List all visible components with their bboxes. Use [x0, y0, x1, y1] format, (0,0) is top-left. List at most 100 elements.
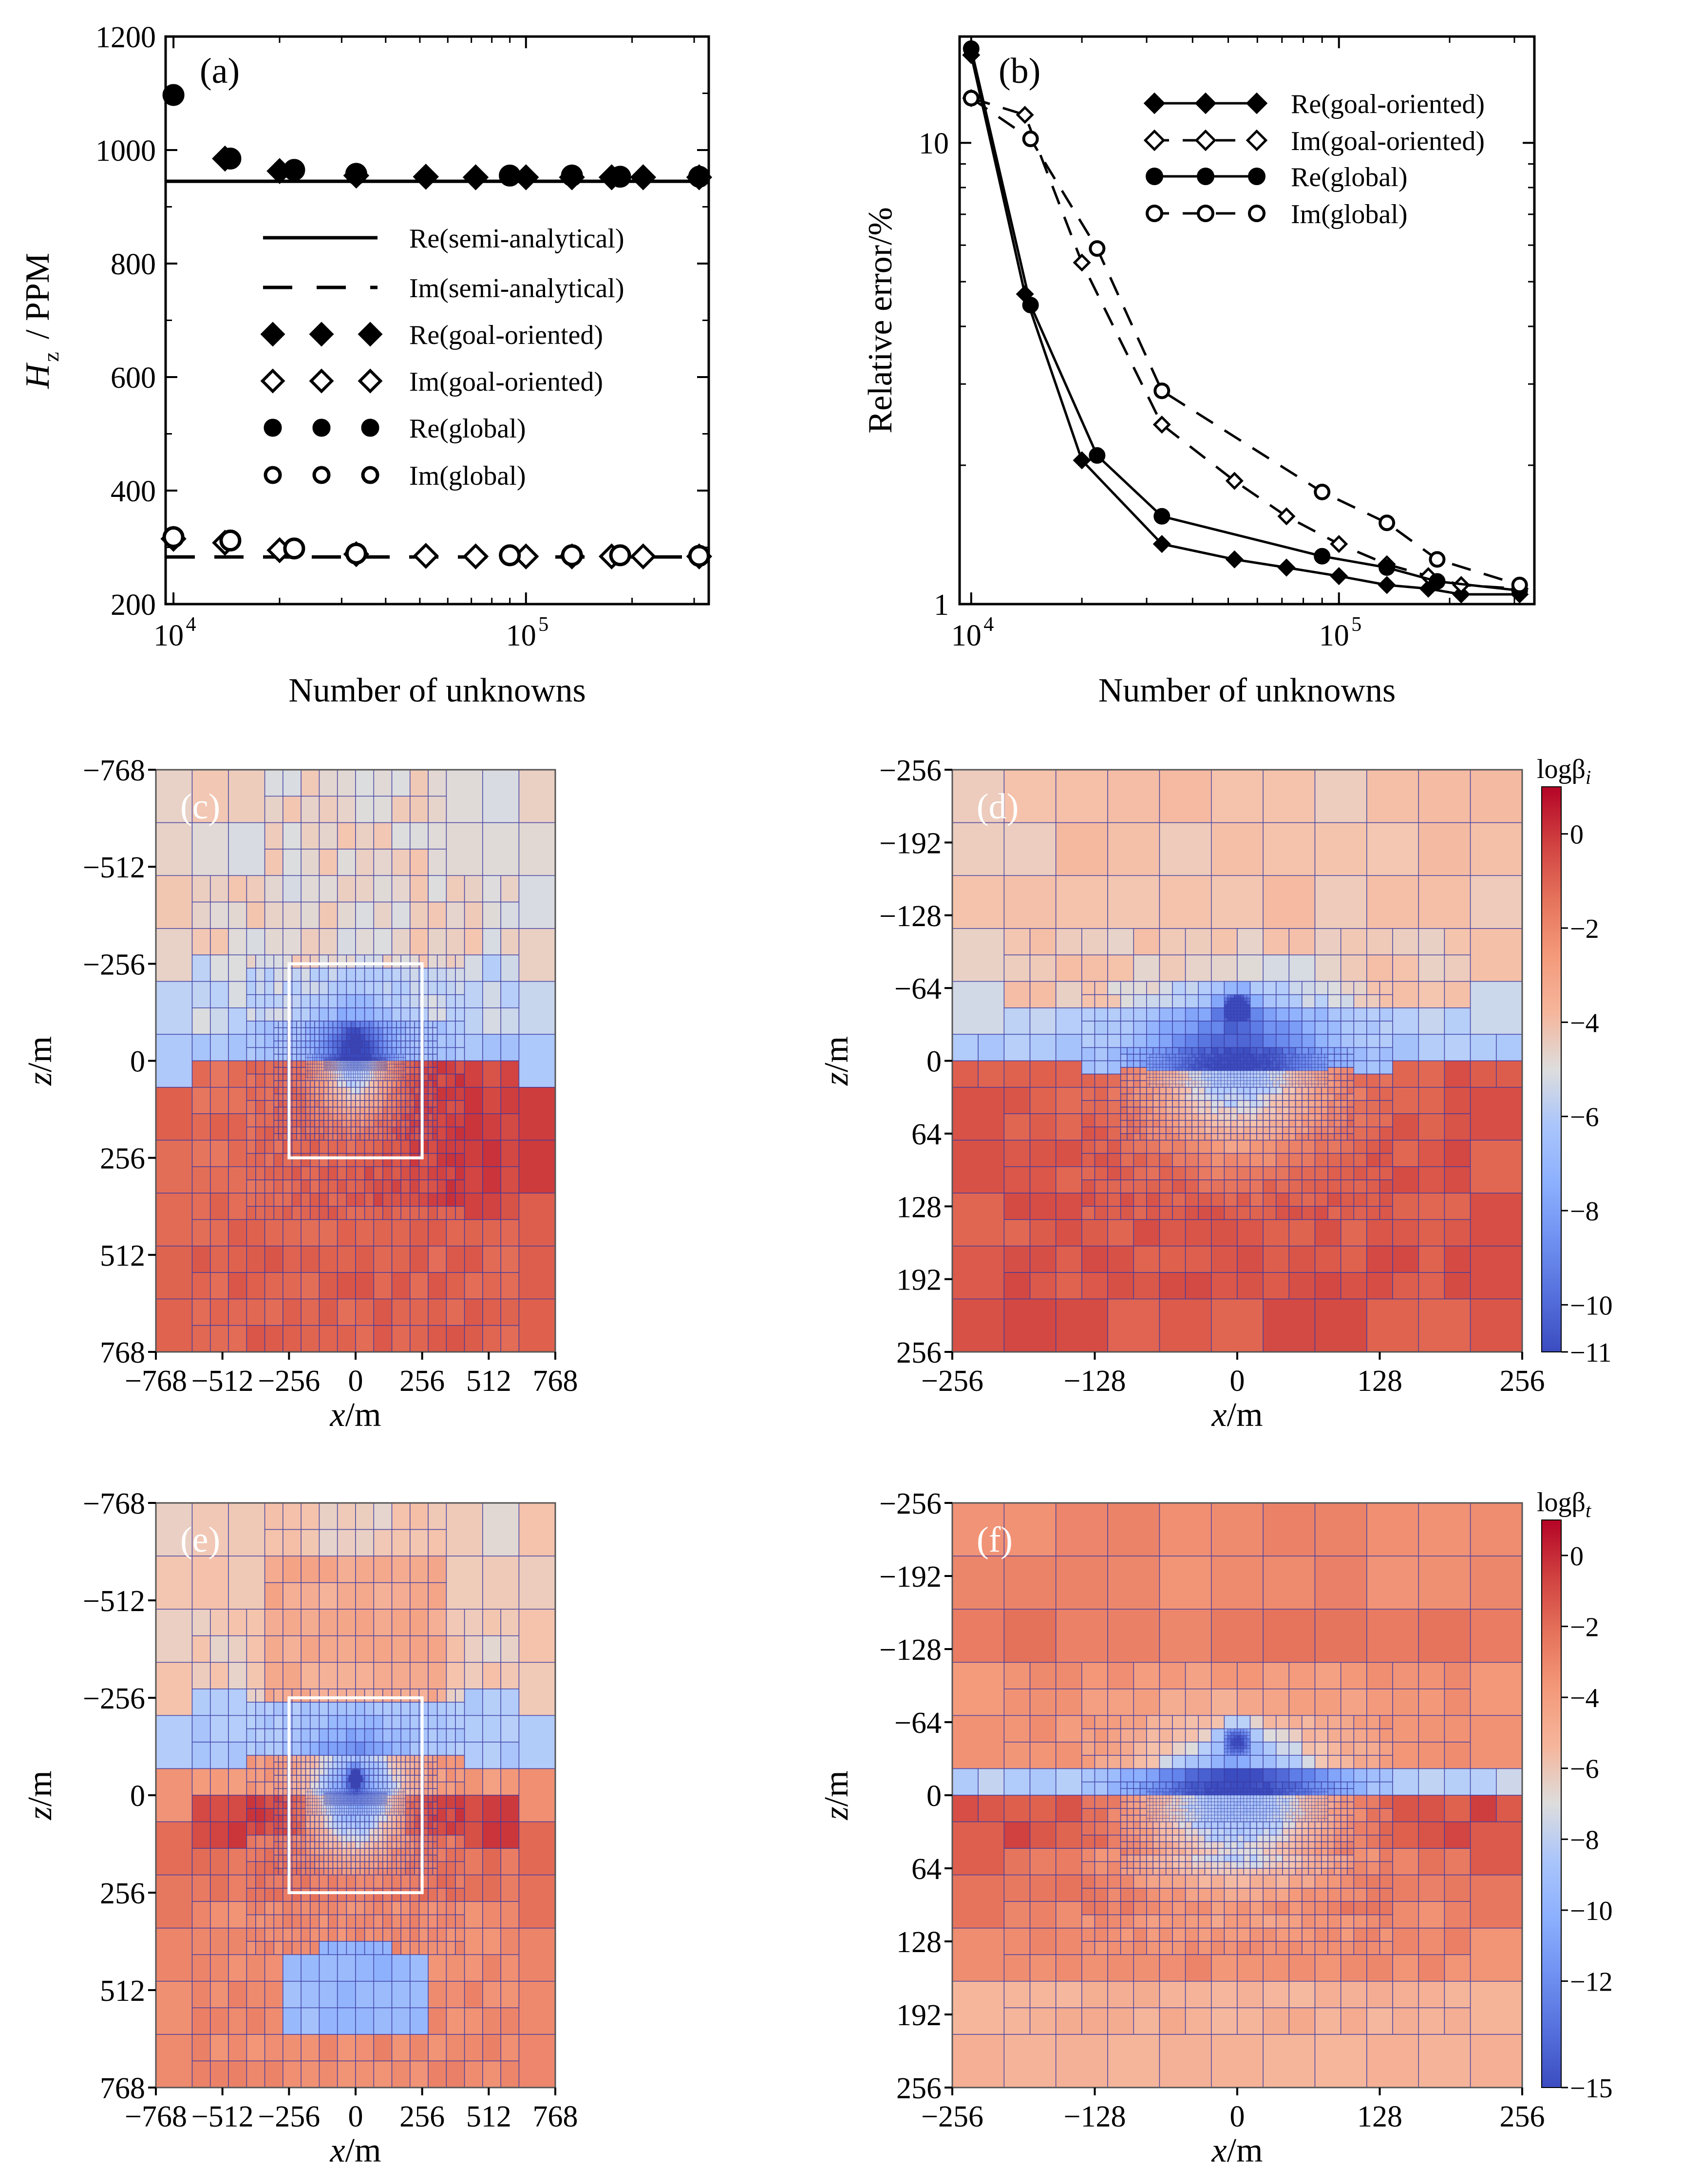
mesh-cell [1204, 1047, 1212, 1055]
mesh-cell [1133, 1113, 1141, 1121]
mesh-cell [341, 1100, 347, 1108]
mesh-cell [1172, 1064, 1176, 1068]
mesh-cell [255, 1126, 265, 1141]
mesh-cell [1314, 1179, 1328, 1194]
mesh-cell [1120, 1113, 1128, 1121]
panel-label: (d) [977, 787, 1019, 827]
mesh-cell [1198, 1087, 1206, 1095]
mesh-cell [391, 1120, 397, 1128]
mesh-cell [1237, 1219, 1264, 1247]
mesh-cell [436, 1179, 447, 1194]
mesh-cell [1285, 1074, 1289, 1078]
mesh-cell [1298, 1074, 1303, 1078]
mesh-cell [1266, 1083, 1270, 1088]
mesh-cell [1211, 1057, 1215, 1061]
mesh-cell [1305, 1077, 1309, 1081]
mesh-cell [398, 1067, 401, 1071]
mesh-cell [414, 1100, 420, 1108]
mesh-cell [283, 1715, 293, 1729]
mesh-cell [1266, 1054, 1270, 1058]
mesh-cell [355, 1054, 359, 1058]
mesh-cell [350, 1821, 356, 1829]
mesh-cell [346, 1768, 352, 1776]
mesh-cell [436, 1087, 447, 1101]
mesh-cell [1237, 1093, 1245, 1101]
mesh-cell [1263, 1087, 1270, 1095]
mesh-cell [291, 1828, 297, 1836]
mesh-cell [328, 1126, 334, 1134]
mesh-cell [337, 1153, 347, 1167]
mesh-cell [1249, 1206, 1264, 1220]
mesh-cell [301, 1815, 306, 1823]
mesh-cell [482, 1298, 501, 1326]
mesh-cell [310, 1047, 315, 1055]
mesh-cell [1237, 1074, 1241, 1078]
mesh-cell [283, 1502, 302, 1530]
mesh-cell [1195, 1061, 1199, 1064]
mesh-cell [301, 1245, 320, 1273]
mesh-cell [464, 1193, 483, 1220]
mesh-cell [369, 1113, 375, 1121]
z-tick-label: 0 [130, 1045, 145, 1079]
mesh-cell [378, 1106, 383, 1114]
mesh-cell [246, 1901, 256, 1916]
mesh-cell [358, 1074, 360, 1078]
mesh-cell [1169, 1083, 1173, 1088]
mesh-cell [1353, 981, 1367, 995]
mesh-cell [228, 954, 247, 982]
mesh-cell [1166, 1083, 1170, 1088]
mesh-cell [1247, 1064, 1250, 1068]
mesh-cell [305, 1027, 311, 1035]
mesh-cell [283, 1841, 288, 1849]
mesh-cell [314, 1791, 318, 1796]
mesh-cell [278, 1801, 283, 1809]
mesh-cell [310, 1762, 315, 1769]
mesh-cell [428, 1206, 438, 1220]
mesh-cell [1327, 1100, 1335, 1108]
mesh-cell [1224, 998, 1228, 1002]
mesh-cell [210, 1742, 229, 1769]
mesh-cell [1308, 1074, 1312, 1078]
mesh-cell [1003, 1007, 1031, 1035]
mesh-cell [1250, 1061, 1254, 1064]
mesh-cell [210, 1874, 229, 1902]
mesh-cell [264, 1113, 275, 1128]
mesh-cell [246, 1662, 265, 1690]
mesh-cell [1263, 954, 1290, 982]
mesh-cell [410, 928, 429, 956]
mesh-cell [191, 769, 229, 823]
mesh-cell [1314, 1021, 1328, 1035]
mesh-cell [398, 1077, 401, 1081]
mesh-cell [1003, 769, 1057, 823]
mesh-cell [191, 2034, 211, 2062]
mesh-cell [952, 1060, 979, 1088]
mesh-cell [1152, 1093, 1160, 1101]
mesh-cell [228, 1821, 247, 1849]
mesh-cell [455, 1166, 465, 1180]
mesh-cell [264, 1835, 275, 1849]
mesh-cell [1107, 1139, 1121, 1154]
x-tick-label: −256 [258, 1365, 320, 1398]
mesh-cell [391, 1040, 397, 1048]
mesh-cell [1260, 1057, 1264, 1061]
mesh-cell [410, 1325, 429, 1352]
mesh-cell [400, 1120, 406, 1128]
mesh-cell [1107, 769, 1160, 823]
mesh-cell [1211, 1179, 1225, 1194]
mesh-cell [1298, 1054, 1303, 1058]
mesh-cell [328, 1080, 334, 1088]
mesh-cell [337, 928, 356, 956]
mesh-cell [291, 1841, 297, 1849]
mesh-cell [1340, 1073, 1348, 1082]
mesh-cell [296, 1034, 302, 1042]
series-line [970, 48, 1520, 592]
mesh-cell [246, 1702, 256, 1716]
mesh-cell [373, 1106, 379, 1114]
mesh-cell [391, 1047, 397, 1055]
mesh-cell [1249, 981, 1264, 995]
mesh-cell [1055, 1034, 1082, 1062]
data-point [358, 368, 383, 394]
mesh-cell [1152, 1077, 1157, 1081]
mesh-cell [296, 1113, 302, 1121]
mesh-cell [387, 1047, 393, 1055]
